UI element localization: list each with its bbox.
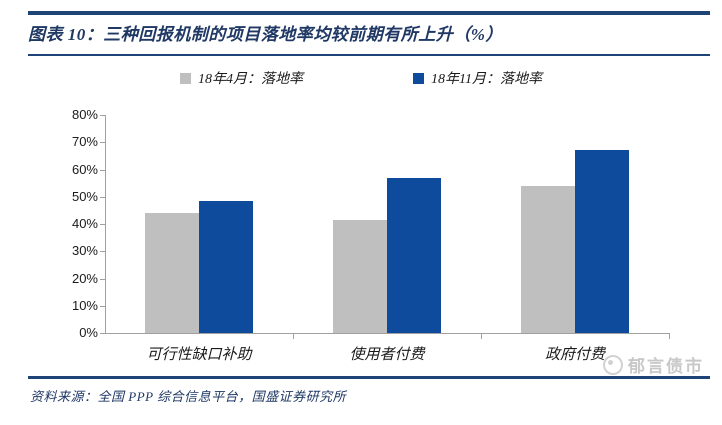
bar-group-1: [293, 177, 481, 333]
plot-area: [105, 115, 670, 334]
bar-group-2: [481, 150, 669, 333]
x-tick-mark: [293, 334, 294, 339]
watermark-text: 郁言债市: [628, 357, 704, 376]
bar-group-0: [105, 200, 293, 333]
bar-apr-0: [145, 213, 199, 333]
bar-nov-0: [199, 200, 253, 333]
bar-apr-1: [333, 219, 387, 333]
y-tick-label: 0%: [79, 325, 98, 340]
x-category-label-2: 政府付费: [544, 347, 605, 363]
bar-series: [105, 115, 669, 333]
legend-item-1: 18年11月：落地率: [413, 68, 542, 88]
y-tick-mark: [100, 169, 105, 171]
bar-nov-2: [575, 150, 629, 333]
chart-legend: 18年4月：落地率 18年11月：落地率: [0, 68, 722, 88]
bottom-rule: [28, 376, 710, 379]
x-axis-category-labels: 可行性缺口补助 使用者付费 政府付费: [105, 343, 669, 364]
x-category-label-0: 可行性缺口补助: [146, 347, 252, 363]
title-underline: [28, 54, 710, 56]
y-tick-label: 70%: [71, 134, 98, 150]
legend-swatch-icon: [413, 72, 425, 84]
legend-label: 18年11月：落地率: [431, 72, 542, 87]
y-tick-label: 30%: [71, 243, 98, 259]
y-tick-mark: [100, 115, 105, 116]
y-tick-label: 60%: [71, 161, 98, 177]
y-tick-mark: [100, 333, 105, 334]
x-category-label-1: 使用者付费: [349, 347, 425, 363]
watermark-logo-icon: [603, 354, 623, 375]
x-tick-mark: [669, 334, 670, 339]
y-tick-mark: [100, 142, 105, 144]
y-tick-mark: [100, 224, 105, 225]
bar-nov-1: [387, 177, 441, 333]
y-tick-mark: [100, 305, 105, 307]
y-tick-mark: [100, 251, 105, 253]
y-tick-label: 80%: [71, 107, 98, 122]
y-tick-label: 10%: [71, 297, 98, 313]
bar-apr-2: [521, 185, 575, 333]
source-note: 资料来源：全国 PPP 综合信息平台，国盛证券研究所: [30, 389, 347, 404]
legend-label: 18年4月：落地率: [198, 72, 304, 87]
watermark: 郁言债市: [603, 352, 704, 377]
figure-title: 图表 10：三种回报机制的项目落地率均较前期有所上升（%）: [28, 25, 503, 44]
x-tick-mark: [481, 334, 482, 339]
y-tick-mark: [100, 196, 105, 198]
y-tick-label: 50%: [71, 188, 98, 204]
legend-swatch-icon: [180, 72, 192, 84]
top-rule: [28, 11, 710, 15]
y-tick-label: 40%: [71, 216, 98, 231]
y-tick-mark: [100, 278, 105, 280]
legend-item-0: 18年4月：落地率: [180, 68, 303, 88]
y-tick-label: 20%: [71, 270, 98, 286]
